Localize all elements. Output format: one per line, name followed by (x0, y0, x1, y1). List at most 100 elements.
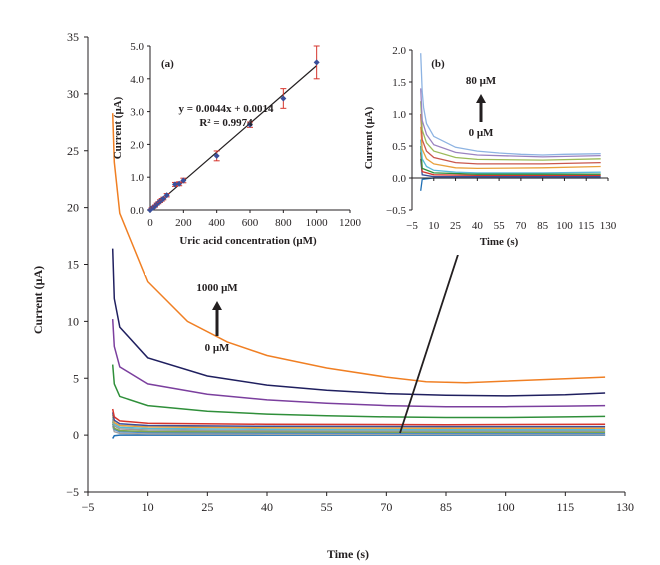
main-y-tick-label: 0 (73, 428, 79, 442)
inset-a-point-13 (213, 152, 220, 159)
inset-b-x-tick-label: 100 (556, 220, 573, 232)
main-series-line-2 (111, 423, 606, 435)
main-x-tick-label: 55 (321, 500, 333, 514)
inset-a-axes: 0.0 1.0 2.0 3.0 4.0 5.0 0 200 400 600 800 1000 1200 (130, 41, 361, 229)
inset-b-x-tick-label: 10 (428, 220, 440, 232)
inset-b-x-tick-label: −5 (406, 220, 418, 232)
inset-b-series-line-4 (420, 139, 601, 174)
inset-b-y-tick-label: 2.0 (392, 45, 406, 57)
inset-b-annotation-top: 80 μM (466, 75, 497, 87)
main-y-tick-label: 25 (67, 144, 79, 158)
main-y-tick-label: 20 (67, 201, 79, 215)
inset-a-y-tick-label: 4.0 (130, 74, 144, 86)
inset-b-series-line-7 (420, 101, 601, 161)
main-y-tick-label: 15 (67, 258, 79, 272)
inset-b-x-tick-label: 70 (515, 220, 527, 232)
inset-a-x-tick-label: 200 (175, 217, 192, 229)
inset-a-point-12 (180, 177, 187, 184)
main-series-line-10 (111, 319, 606, 408)
inset-a-y-tick-label: 3.0 (130, 107, 144, 119)
inset-b-y-tick-label: 0.0 (392, 173, 406, 185)
inset-a-point-15 (280, 95, 287, 102)
inset-a-y-tick-label: 2.0 (130, 139, 144, 151)
inset-b-y-tick-label: 1.0 (392, 109, 406, 121)
main-y-tick-label: 35 (67, 30, 79, 44)
inset-a-r-squared: R² = 0.9974 (199, 117, 253, 129)
inset-b-panel-label: (b) (431, 58, 445, 70)
inset-a-x-tick-label: 1200 (339, 217, 362, 229)
inset-a-panel-label: (a) (161, 58, 174, 70)
inset-a-y-tick-label: 1.0 (130, 172, 144, 184)
main-x-tick-label: 70 (380, 500, 392, 514)
inset-a-fit-equation: y = 0.0044x + 0.0014 (178, 103, 274, 115)
inset-b-series-line-3 (420, 145, 601, 175)
main-y-tick-label: −5 (66, 485, 79, 499)
main-x-axis-title: Time (s) (327, 547, 369, 561)
inset-a-x-tick-label: 1000 (306, 217, 329, 229)
inset-a-point-11 (176, 180, 183, 187)
main-series-line-7 (111, 412, 606, 428)
inset-b-annotation-arrow-head (476, 94, 486, 103)
inset-b-chart: −0.5 0.0 0.5 1.0 1.5 2.0 −5 10 25 40 55 70 85 100 115 1… (363, 40, 620, 255)
main-y-tick-label: 30 (67, 87, 79, 101)
inset-a-points-group (147, 45, 320, 213)
inset-b-y-tick-label: 1.5 (392, 77, 406, 89)
inset-b-x-tick-label: 85 (537, 220, 549, 232)
inset-a-x-axis-title: Uric acid concentration (μM) (179, 235, 317, 247)
inset-b-x-tick-label: 25 (450, 220, 462, 232)
inset-b-axes: −0.5 0.0 0.5 1.0 1.5 2.0 −5 10 25 40 55 70 85 100 115 1… (386, 45, 617, 232)
main-series-line-8 (111, 408, 606, 426)
inset-a-x-tick-label: 800 (275, 217, 292, 229)
inset-a-x-tick-label: 0 (147, 217, 153, 229)
inset-b-y-tick-label: 0.5 (392, 141, 406, 153)
inset-b-x-tick-label: 55 (494, 220, 506, 232)
main-series-line-6 (111, 414, 606, 430)
inset-b-series-line-6 (420, 113, 601, 165)
inset-a-chart: 0.01.02.03.04.05.00 200 400 600 800 1000 1200 … (112, 40, 362, 275)
main-series-line-3 (111, 421, 606, 434)
inset-b-y-tick-label: −0.5 (386, 205, 406, 217)
inset-b-x-axis-title: Time (s) (480, 236, 519, 248)
inset-b-series-line-5 (420, 126, 601, 170)
main-x-tick-label: 25 (201, 500, 213, 514)
inset-a-background (145, 40, 360, 275)
main-series-line-1 (111, 425, 606, 436)
main-annotation-arrow (212, 301, 222, 336)
inset-b-background (365, 40, 620, 255)
inset-b-x-tick-label: 40 (472, 220, 484, 232)
inset-b-x-tick-label: 115 (578, 220, 595, 232)
inset-b-series-line-8 (420, 88, 601, 158)
inset-b-x-tick-label: 130 (600, 220, 617, 232)
main-annotation-arrow-head (212, 301, 222, 310)
inset-a-x-tick-label: 600 (242, 217, 259, 229)
inset-a-point-14 (247, 121, 253, 128)
inset-b-annotation-arrow (476, 94, 486, 122)
main-series-line-11 (111, 248, 606, 397)
main-series-line-12 (111, 113, 606, 384)
main-x-tick-label: 85 (440, 500, 452, 514)
main-annotation-bottom: 0 μM (205, 342, 230, 354)
inset-a-point-9 (163, 192, 170, 199)
main-x-tick-label: −5 (82, 500, 95, 514)
main-y-tick-label: 10 (67, 314, 79, 328)
main-y-tick-label: 5 (73, 371, 79, 385)
main-x-tick-label: 10 (142, 500, 154, 514)
main-annotation-top: 1000 μM (196, 282, 238, 294)
main-series-line-0 (112, 434, 606, 439)
inset-a-y-axis-title: Current (μA) (112, 96, 124, 159)
inset-a-x-tick-label: 400 (208, 217, 225, 229)
main-y-axis-title: Current (μA) (31, 266, 45, 334)
inset-a-y-tick-label: 5.0 (130, 41, 144, 53)
inset-b-y-axis-title: Current (μA) (363, 106, 375, 169)
main-series-line-9 (111, 364, 606, 419)
inset-b-series-line-9 (420, 53, 601, 156)
main-series-group (111, 113, 606, 439)
inset-b-annotation-bottom: 0 μM (469, 127, 494, 139)
main-x-tick-label: 115 (557, 500, 575, 514)
main-series-line-5 (111, 416, 606, 431)
main-x-tick-label: 130 (616, 500, 634, 514)
inset-b-series-group (420, 53, 601, 191)
